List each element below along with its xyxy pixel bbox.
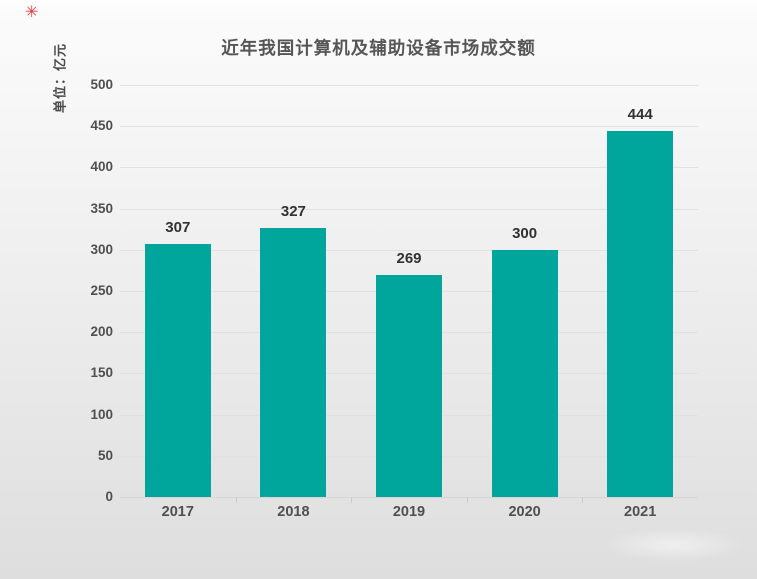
watermark-smudge — [598, 528, 748, 562]
gridline — [120, 249, 698, 251]
bar-value-label: 269 — [396, 250, 422, 268]
gridline — [120, 208, 698, 210]
x-axis-tick — [582, 497, 584, 503]
y-tick-label: 300 — [90, 241, 113, 257]
plot-area: 307 2017 327 2018 269 2019 300 2020 444 2021 — [120, 85, 698, 520]
gridline — [120, 85, 698, 86]
y-tick-label: 200 — [90, 324, 113, 340]
y-tick-label: 50 — [97, 447, 113, 463]
y-tick-label: 450 — [90, 118, 113, 134]
bar-value-label: 327 — [280, 202, 306, 220]
x-axis-tick — [351, 497, 353, 503]
x-axis-label: 2020 — [508, 504, 541, 520]
bar-2019 — [376, 275, 442, 497]
x-axis-label: 2021 — [624, 504, 657, 520]
x-axis-label: 2019 — [392, 504, 426, 520]
y-tick-label: 500 — [90, 77, 113, 92]
y-tick-label: 150 — [90, 365, 113, 381]
x-axis-label: 2018 — [277, 504, 310, 520]
bar-2020 — [491, 249, 558, 497]
bar-2021 — [607, 131, 674, 497]
y-tick-label: 0 — [105, 489, 113, 504]
bar-value-label: 300 — [512, 224, 538, 242]
bar-2017 — [144, 244, 211, 497]
bar-value-label: 444 — [627, 106, 653, 124]
x-axis-line — [120, 497, 698, 498]
bar-2018 — [260, 227, 327, 497]
y-tick-label: 350 — [90, 200, 113, 216]
x-axis-tick — [466, 497, 468, 503]
x-axis-tick — [235, 497, 237, 503]
bar-value-label: 307 — [165, 219, 191, 237]
y-tick-label: 400 — [90, 159, 113, 175]
y-tick-label: 250 — [90, 283, 113, 298]
x-axis-label: 2017 — [161, 504, 194, 520]
chart-title: 近年我国计算机及辅助设备市场成交额 — [221, 38, 536, 58]
y-axis-tick-labels: 0 50 100 150 200 250 300 350 400 450 500 — [0, 0, 113, 579]
red-asterisk-icon: ✳ — [25, 4, 39, 21]
gridline — [120, 126, 698, 128]
y-tick-label: 100 — [90, 406, 113, 422]
gridline — [120, 167, 698, 169]
